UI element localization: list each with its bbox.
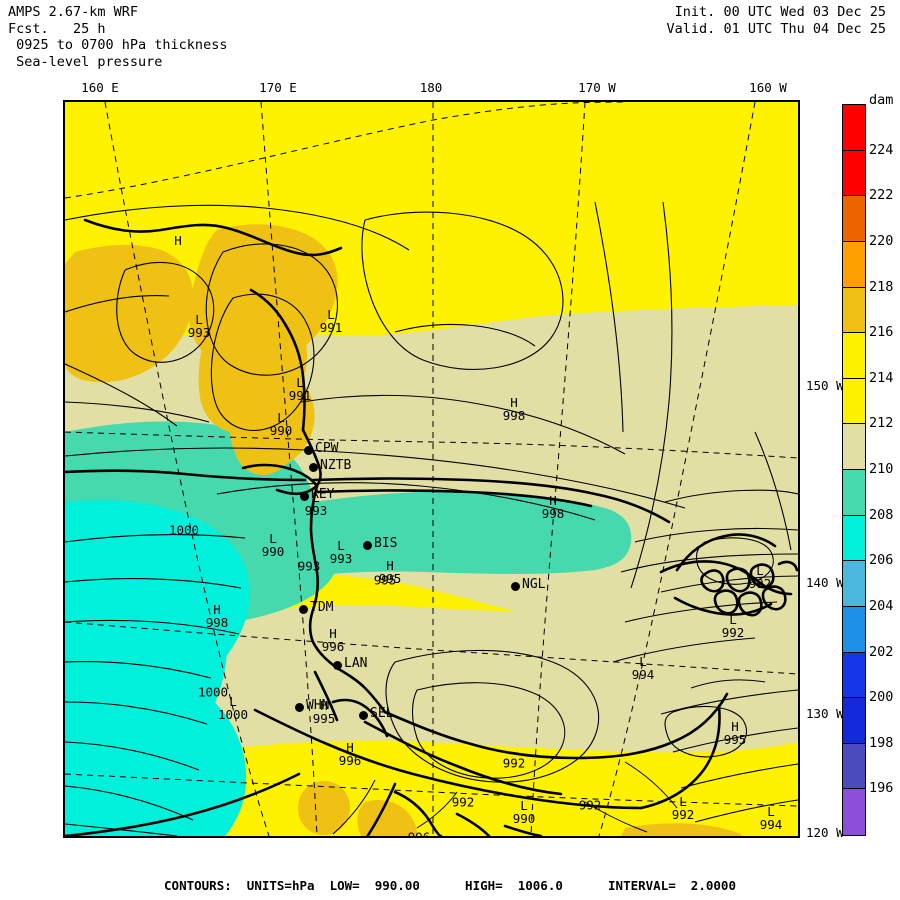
colorbar-band-210 [843,470,865,516]
colorbar-tick-210: 210 [869,461,894,477]
colorbar-tick-196: 196 [869,780,894,797]
colorbar-band-212 [843,424,865,470]
lon-tick-label-0: 160 E [81,80,119,95]
map-plot-area[interactable]: L 993 L 991 L 991 L 990 H H 998 H 998 L 993 L 99… [63,100,800,838]
colorbar-tick-208: 208 [869,506,894,523]
contour-label-10: 993 [799,651,800,666]
header-right-block: Init. 00 UTC Wed 03 Dec 25 Valid. 01 UTC… [666,4,886,37]
colorbar-band-198 [843,743,865,790]
colorbar-tick-198: 198 [869,734,894,751]
lon-tick-label-4: 160 W [749,80,787,95]
colorbar-band-226 [843,105,865,151]
colorbar-tick-212: 212 [869,415,894,432]
lon-tick-label-2: 180 [419,80,443,95]
colorbar-band-224 [843,150,865,197]
lon-tick-label-3: 170 W [578,80,616,95]
colorbar-band-206 [843,561,865,607]
colorbar-band-216 [843,333,865,379]
colorbar-band-204 [843,606,865,653]
colorbar-unit-label: dam [869,92,894,108]
colorbar-tick-206: 206 [869,552,894,569]
lat-tick-label-3: 120 W [806,825,844,840]
colorbar-tick-222: 222 [869,187,894,204]
colorbar-tick-216: 216 [869,324,894,341]
lat-tick-label-1: 140 W [806,575,844,590]
colorbar-band-220 [843,241,865,288]
colorbar-band-200 [843,698,865,744]
colorbar-tick-214: 214 [869,369,894,386]
colorbar-band-208 [843,515,865,562]
colorbar-band-218 [843,287,865,334]
lat-tick-label-0: 150 W [806,378,844,393]
thickness-colorbar[interactable] [842,104,866,836]
colorbar-tick-200: 200 [869,689,894,706]
colorbar-tick-218: 218 [869,278,894,295]
colorbar-tick-202: 202 [869,643,894,660]
colorbar-band-202 [843,652,865,699]
colorbar-band-214 [843,378,865,425]
header-left-block: AMPS 2.67-km WRF Fcst. 25 h 0925 to 0700… [8,4,228,70]
colorbar-tick-220: 220 [869,232,894,249]
contour-info-footer: CONTOURS: UNITS=hPa LOW= 990.00 HIGH= 10… [164,878,736,893]
colorbar-tick-204: 204 [869,597,894,614]
lon-tick-label-1: 170 E [259,80,297,95]
lat-tick-label-2: 130 W [806,706,844,721]
map-contour-graphic [65,102,798,836]
colorbar-tick-224: 224 [869,141,894,158]
longitude-axis: 160 E 170 E 180 170 W 160 W [63,80,800,96]
colorbar-band-222 [843,196,865,242]
colorbar-band-196 [843,789,865,835]
